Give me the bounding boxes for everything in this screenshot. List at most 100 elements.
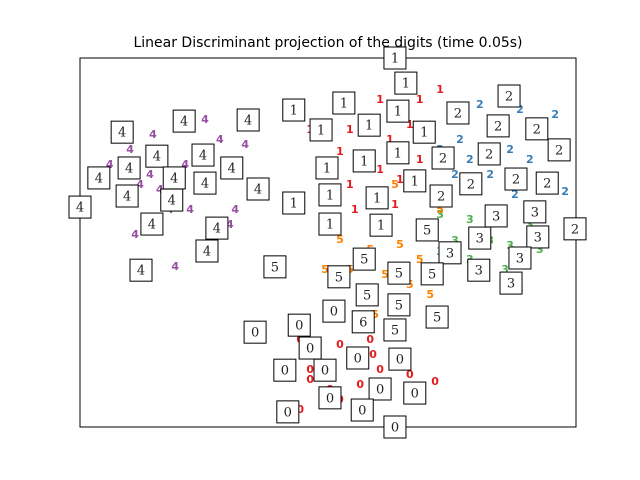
digit-point: 3 — [536, 243, 544, 256]
thumbnail-digit: 1 — [326, 218, 334, 233]
digit-thumbnail — [243, 320, 267, 344]
digit-thumbnail — [484, 204, 508, 228]
digit-thumbnail — [282, 98, 306, 122]
digit-point: 0 — [376, 363, 384, 376]
thumbnail-digit: 1 — [394, 146, 402, 161]
thumbnail-digit: 0 — [321, 364, 329, 379]
thumbnail-digit: 5 — [360, 253, 368, 268]
digit-point: 3 — [506, 239, 514, 252]
digit-thumbnail — [318, 386, 342, 410]
thumbnail-digit: 5 — [395, 267, 403, 282]
thumbnail-digit: 4 — [180, 115, 188, 130]
digit-point: 5 — [336, 233, 344, 246]
digit-point: 5 — [396, 238, 404, 251]
digit-thumbnail — [236, 108, 260, 132]
thumbnail-digit: 1 — [326, 188, 334, 203]
digit-point: 2 — [486, 168, 494, 181]
thumbnail-digit: 3 — [531, 205, 539, 220]
digit-point: 0 — [406, 368, 414, 381]
digit-point: 4 — [201, 113, 209, 126]
digit-thumbnail — [425, 305, 449, 329]
thumbnail-digit: 1 — [323, 161, 331, 176]
thumbnail-digit: 3 — [475, 264, 483, 279]
thumbnail-digit: 2 — [439, 151, 447, 166]
digit-point: 2 — [561, 185, 569, 198]
digit-point: 0 — [356, 378, 364, 391]
digit-thumbnail — [351, 310, 375, 334]
thumbnail-digit: 4 — [244, 113, 252, 128]
digit-thumbnail — [220, 156, 244, 180]
digit-thumbnail — [523, 200, 547, 224]
thumbnail-digit: 5 — [363, 288, 371, 303]
thumbnail-digit: 4 — [148, 218, 156, 233]
thumbnail-digit: 1 — [377, 219, 385, 234]
thumbnail-digit: 1 — [420, 126, 428, 141]
thumbnail-digit: 5 — [428, 267, 436, 282]
thumbnail-digit: 3 — [534, 230, 542, 245]
digit-point: 1 — [436, 83, 444, 96]
digit-thumbnail — [350, 398, 374, 422]
thumbnail-digit: 0 — [295, 319, 303, 334]
digit-thumbnail — [246, 177, 270, 201]
plot-frame — [79, 57, 577, 428]
thumbnail-digit: 0 — [284, 405, 292, 420]
digit-thumbnail — [388, 347, 412, 371]
digit-point: 1 — [391, 198, 399, 211]
digit-thumbnail — [499, 271, 523, 295]
digit-thumbnail — [318, 212, 342, 236]
digit-thumbnail — [327, 265, 351, 289]
thumbnail-digit: 4 — [170, 171, 178, 186]
thumbnail-digit: 5 — [271, 260, 279, 275]
digit-point: 3 — [451, 234, 459, 247]
thumbnail-digit: 2 — [571, 222, 579, 237]
digit-thumbnail — [129, 258, 153, 282]
digit-thumbnail — [318, 183, 342, 207]
digit-thumbnail — [383, 46, 407, 70]
digit-thumbnail — [263, 255, 287, 279]
digit-point: 4 — [126, 143, 134, 156]
thumbnail-digit: 4 — [123, 190, 131, 205]
digit-thumbnail — [117, 156, 141, 180]
digit-thumbnail — [369, 213, 393, 237]
digit-thumbnail — [403, 381, 427, 405]
digit-point: 5 — [371, 308, 379, 321]
digit-thumbnail — [346, 346, 370, 370]
digit-point: 2 — [516, 103, 524, 116]
thumbnail-digit: 6 — [359, 315, 367, 330]
digit-point: 4 — [186, 203, 194, 216]
digit-point: 4 — [216, 133, 224, 146]
digit-thumbnail — [383, 415, 407, 439]
digit-thumbnail — [504, 167, 528, 191]
thumbnail-digit: 4 — [118, 126, 126, 141]
digit-thumbnail — [145, 144, 169, 168]
digit-point: 1 — [376, 93, 384, 106]
thumbnail-digit: 5 — [335, 270, 343, 285]
thumbnail-digit: 3 — [492, 209, 500, 224]
digit-point: 2 — [451, 168, 459, 181]
digit-point: 5 — [381, 268, 389, 281]
digit-point: 2 — [551, 108, 559, 121]
digit-thumbnail — [309, 118, 333, 142]
digit-thumbnail — [403, 169, 427, 193]
digit-thumbnail — [298, 336, 322, 360]
digit-thumbnail — [429, 184, 453, 208]
thumbnail-digit: 2 — [512, 173, 520, 188]
thumbnail-digit: 0 — [306, 342, 314, 357]
digit-thumbnail — [357, 113, 381, 137]
thumbnail-digit: 1 — [365, 119, 373, 134]
thumbnail-digit: 3 — [507, 277, 515, 292]
digit-thumbnail — [282, 191, 306, 215]
digit-point: 4 — [171, 260, 179, 273]
thumbnail-digit: 0 — [396, 353, 404, 368]
digit-point: 0 — [306, 373, 314, 386]
digit-thumbnail — [459, 172, 483, 196]
digit-point: 4 — [149, 128, 157, 141]
digit-thumbnail — [87, 166, 111, 190]
digit-point: 3 — [501, 263, 509, 276]
digit-point: 5 — [416, 253, 424, 266]
thumbnail-digit: 0 — [326, 391, 334, 406]
digit-point: 1 — [351, 203, 359, 216]
digit-thumbnail — [438, 241, 462, 265]
digit-point: 5 — [391, 178, 399, 191]
thumbnail-digit: 1 — [317, 123, 325, 138]
